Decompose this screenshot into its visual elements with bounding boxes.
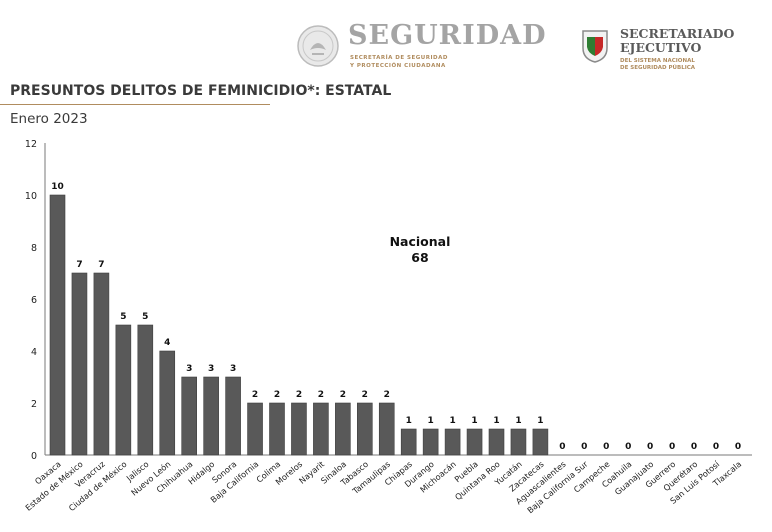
national-total-value: 68 (411, 250, 429, 265)
data-label: 0 (691, 442, 697, 452)
title-divider (0, 104, 270, 105)
data-label: 5 (120, 312, 126, 322)
bar (71, 272, 88, 456)
bar (159, 350, 176, 456)
data-label: 3 (208, 364, 214, 374)
sesnsp-logo-subtitle-line2: DE SEGURIDAD PÚBLICA (620, 65, 696, 71)
data-label: 2 (252, 390, 258, 400)
bar (203, 376, 219, 456)
seguridad-logo-subtitle-line1: SECRETARÍA DE SEGURIDAD (350, 55, 448, 61)
data-label: 2 (340, 390, 346, 400)
data-label: 1 (493, 416, 499, 426)
data-label: 7 (76, 260, 82, 270)
bar (532, 428, 549, 456)
bar (378, 402, 395, 456)
y-tick-label: 10 (25, 191, 37, 202)
y-tick-label: 2 (31, 399, 37, 410)
y-tick-label: 8 (31, 243, 37, 254)
y-tick-label: 6 (31, 295, 37, 306)
bar (488, 428, 505, 456)
data-label: 3 (230, 364, 236, 374)
data-label: 2 (318, 390, 324, 400)
data-label: 1 (428, 416, 434, 426)
national-total-label: Nacional (389, 234, 451, 249)
bar (400, 428, 417, 456)
data-label: 5 (142, 312, 148, 322)
data-label: 1 (515, 416, 521, 426)
bar (335, 402, 351, 456)
data-label: 1 (471, 416, 477, 426)
y-tick-label: 12 (25, 139, 37, 150)
bar (313, 402, 329, 456)
seguridad-logo-subtitle-line2: Y PROTECCIÓN CIUDADANA (350, 63, 446, 69)
data-label: 1 (406, 416, 412, 426)
bar (247, 402, 263, 456)
seguridad-logo-title: SEGURIDAD (348, 20, 547, 51)
bar (49, 194, 66, 456)
data-label: 0 (559, 442, 565, 452)
header-logos: SEGURIDAD SECRETARÍA DE SEGURIDAD Y PROT… (296, 18, 756, 78)
data-label: 0 (735, 442, 741, 452)
bar (115, 324, 132, 456)
bar (510, 428, 527, 456)
data-label: 4 (164, 338, 170, 348)
chart-subtitle: Enero 2023 (10, 111, 88, 127)
bar (444, 428, 461, 456)
data-label: 0 (647, 442, 653, 452)
bar (356, 402, 373, 456)
chart-title: PRESUNTOS DELITOS DE FEMINICIDIO*: ESTAT… (10, 83, 392, 99)
sesnsp-logo-subtitle-line1: DEL SISTEMA NACIONAL (620, 58, 695, 64)
mexico-coat-of-arms-seal-icon (297, 25, 339, 67)
data-label: 0 (713, 442, 719, 452)
data-label: 2 (274, 390, 280, 400)
sesnsp-logo-title-line2: EJECUTIVO (620, 40, 702, 55)
bar (181, 376, 197, 456)
bar (225, 376, 241, 456)
bar (269, 402, 285, 456)
data-label: 0 (669, 442, 675, 452)
data-label: 2 (362, 390, 368, 400)
data-label: 1 (537, 416, 543, 426)
y-tick-label: 0 (31, 451, 37, 462)
bar (466, 428, 483, 456)
data-label: 0 (625, 442, 631, 452)
bar (422, 428, 439, 456)
y-tick-label: 4 (31, 347, 37, 358)
data-label: 1 (449, 416, 455, 426)
bar (291, 402, 307, 456)
data-label: 2 (384, 390, 390, 400)
data-label: 10 (51, 182, 64, 192)
data-label: 0 (581, 442, 587, 452)
sesnsp-logo-title-line1: SECRETARIADO (620, 26, 735, 41)
sesnsp-shield-icon (582, 30, 608, 63)
data-label: 3 (186, 364, 192, 374)
national-total-annotation: Nacional 68 (370, 234, 470, 266)
bar (93, 272, 110, 456)
data-label: 2 (296, 390, 302, 400)
bar (137, 324, 154, 456)
data-label: 7 (98, 260, 104, 270)
data-label: 0 (603, 442, 609, 452)
